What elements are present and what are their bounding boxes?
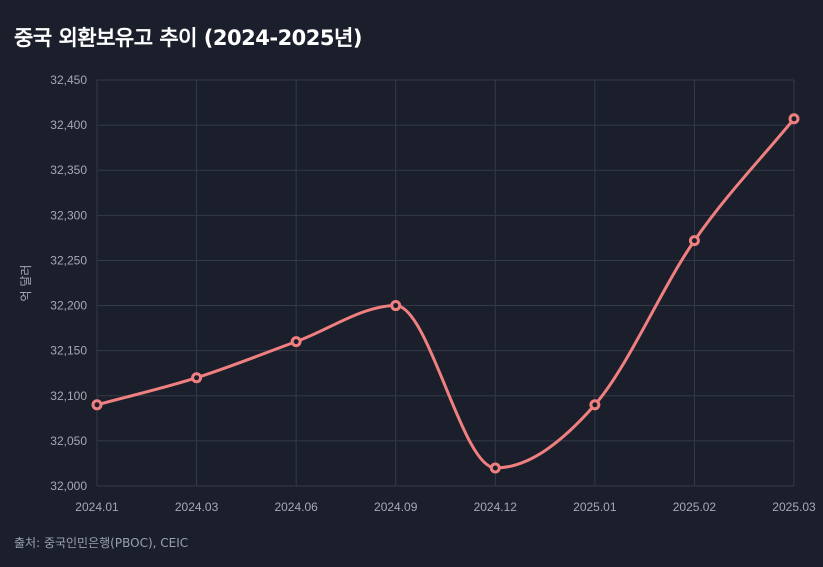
data-point[interactable] bbox=[589, 399, 601, 411]
data-point[interactable] bbox=[390, 300, 402, 312]
series-group bbox=[91, 113, 800, 474]
x-tick-label: 2024.03 bbox=[175, 500, 219, 514]
x-tick-label: 2025.01 bbox=[573, 500, 617, 514]
x-tick-label: 2024.12 bbox=[474, 500, 518, 514]
x-tick-label: 2025.03 bbox=[772, 500, 816, 514]
y-axis-label: 억 달러 bbox=[19, 265, 33, 302]
y-tick-label: 32,250 bbox=[50, 253, 87, 267]
data-point[interactable] bbox=[489, 462, 501, 474]
x-tick-label: 2025.02 bbox=[673, 500, 717, 514]
data-point[interactable] bbox=[688, 235, 700, 247]
y-tick-label: 32,100 bbox=[50, 389, 87, 403]
y-tick-label: 32,450 bbox=[50, 73, 87, 87]
chart-title: 중국 외환보유고 추이 (2024-2025년) bbox=[14, 26, 362, 50]
data-point[interactable] bbox=[91, 399, 103, 411]
x-gridlines bbox=[96, 80, 795, 486]
y-tick-label: 32,350 bbox=[50, 163, 87, 177]
data-point[interactable] bbox=[788, 113, 800, 125]
y-tick-label: 32,400 bbox=[50, 118, 87, 132]
y-axis-ticks: 32,000 32,050 32,100 32,150 32,200 32,250 32,3… bbox=[50, 73, 87, 493]
data-point[interactable] bbox=[290, 336, 302, 348]
y-tick-label: 32,000 bbox=[50, 479, 87, 493]
data-point[interactable] bbox=[191, 372, 203, 384]
x-tick-label: 2024.01 bbox=[75, 500, 119, 514]
y-tick-label: 32,050 bbox=[50, 434, 87, 448]
y-gridlines bbox=[97, 79, 794, 487]
source-note: 출처: 중국인민은행(PBOC), CEIC bbox=[14, 536, 189, 550]
series-line bbox=[95, 117, 796, 470]
y-tick-label: 32,200 bbox=[50, 299, 87, 313]
y-tick-label: 32,300 bbox=[50, 208, 87, 222]
x-tick-label: 2024.09 bbox=[374, 500, 418, 514]
y-tick-label: 32,150 bbox=[50, 344, 87, 358]
x-axis-ticks: 2024.01 2024.03 2024.06 2024.09 2024.12 2025.… bbox=[75, 500, 816, 514]
x-tick-label: 2024.06 bbox=[274, 500, 318, 514]
